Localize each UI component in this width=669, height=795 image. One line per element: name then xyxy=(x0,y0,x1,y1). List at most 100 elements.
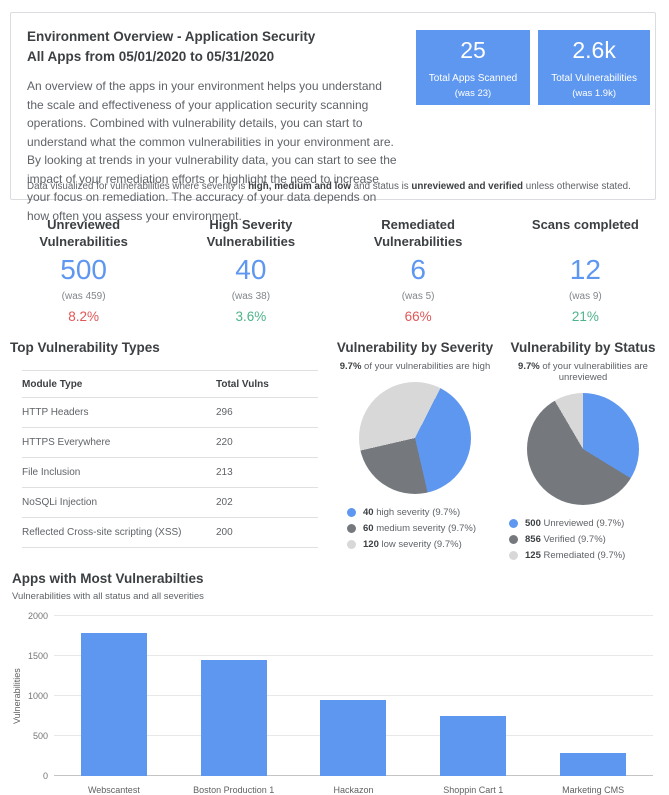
table-row: HTTP Headers 296 xyxy=(22,397,318,428)
legend-dot xyxy=(347,508,356,517)
y-tick-label: 1500 xyxy=(27,650,48,661)
stat-previous-value: (was 5) xyxy=(401,291,435,302)
severity-pie-chart xyxy=(359,382,471,494)
page-title-line2: All Apps from 05/01/2020 to 05/31/2020 xyxy=(27,49,275,64)
legend-item: 40 high severity (9.7%) xyxy=(347,507,495,518)
overview-description: An overview of the apps in your environm… xyxy=(27,79,397,223)
note-suffix: unless otherwise stated. xyxy=(523,181,631,192)
pie-chart-subtitle: 9.7% of your vulnerabilities are unrevie… xyxy=(518,361,648,383)
stat-column: Scans completed 12 (was 9) 21% xyxy=(502,216,669,324)
stat-value: 500 xyxy=(60,254,107,285)
pie-legend: 40 high severity (9.7%) 60 medium severit… xyxy=(335,507,495,550)
stats-row: Unreviewed Vulnerabilities 500 (was 459) 8.… xyxy=(0,216,669,324)
apps-most-vulnerabilities-section: Apps with Most Vulnerabilties Vulnerabil… xyxy=(0,571,669,795)
table-row: Reflected Cross-site scripting (XSS) 200 xyxy=(22,517,318,548)
bar-hackazon xyxy=(320,700,387,776)
bar-chart: Vulnerabilities 0 500 1000 1500 2000 Webscant… xyxy=(12,611,669,795)
table-section-heading: Top Vulnerability Types xyxy=(10,340,160,355)
stat-value: 6 xyxy=(410,254,426,285)
bar-marketing-cms xyxy=(560,752,627,776)
note-severity-bold: high, medium and low xyxy=(248,181,351,192)
table-row: File Inclusion 213 xyxy=(22,457,318,488)
status-pie-chart xyxy=(527,393,639,505)
middle-row: Top Vulnerability Types Module Type Total… xyxy=(0,340,669,561)
summary-card-value: 25 xyxy=(460,37,486,63)
module-type-cell: HTTP Headers xyxy=(22,397,216,428)
legend-item: 856 Verified (9.7%) xyxy=(509,534,669,545)
y-tick-label: 500 xyxy=(32,730,48,741)
bar-slot: Hackazon xyxy=(294,616,414,795)
stat-column: Remediated Vulnerabilities 6 (was 5) 66% xyxy=(335,216,502,324)
stat-previous-value: (was 38) xyxy=(231,291,271,302)
summary-card-sub: (was 1.9k) xyxy=(572,88,617,99)
stat-title: Scans completed xyxy=(531,217,639,232)
summary-card-sub: (was 23) xyxy=(454,88,492,99)
vulnerability-by-severity-section: Vulnerability by Severity 9.7% of your vu… xyxy=(335,340,495,561)
table-row: NoSQLi Injection 202 xyxy=(22,487,318,518)
pie-chart-subtitle: 9.7% of your vulnerabilities are high xyxy=(339,361,491,372)
x-axis-label: Marketing CMS xyxy=(562,785,625,795)
data-visualization-note: Data visualized for vulnerabilities wher… xyxy=(27,181,631,192)
stat-percent-change: 66% xyxy=(404,309,432,324)
stat-previous-value: (was 459) xyxy=(61,291,106,302)
bar-chart-subtitle: Vulnerabilities with all status and all … xyxy=(12,591,204,602)
pie-subtitle-percent: 9.7% xyxy=(339,361,362,372)
gridline: 2000 xyxy=(28,611,653,621)
legend-label: 500 Unreviewed (9.7%) xyxy=(525,518,625,529)
stat-percent-change: 21% xyxy=(571,309,599,324)
stat-column: Unreviewed Vulnerabilities 500 (was 459) 8.… xyxy=(0,216,167,324)
stat-title: High Severity Vulnerabilities xyxy=(206,217,296,249)
summary-card-label: Total Apps Scanned xyxy=(428,73,518,84)
pie-chart-title: Vulnerability by Severity xyxy=(336,340,494,355)
stat-title: Remediated Vulnerabilities xyxy=(373,217,463,249)
bar-slot: Boston Production 1 xyxy=(174,616,294,795)
total-vulns-cell: 213 xyxy=(216,457,318,488)
module-type-cell: HTTPS Everywhere xyxy=(22,427,216,458)
top-vulnerability-types-section: Top Vulnerability Types Module Type Total… xyxy=(0,340,330,561)
module-type-cell: Reflected Cross-site scripting (XSS) xyxy=(22,517,216,548)
bar-slot: Marketing CMS xyxy=(533,616,653,795)
legend-dot xyxy=(347,540,356,549)
legend-label: 125 Remediated (9.7%) xyxy=(525,550,626,561)
bars-container: Webscantest Boston Production 1 Hackazon Sh… xyxy=(54,616,653,795)
bar-chart-title: Apps with Most Vulnerabilties xyxy=(12,571,204,586)
legend-item: 60 medium severity (9.7%) xyxy=(347,523,495,534)
legend-dot xyxy=(509,551,518,560)
legend-dot xyxy=(509,535,518,544)
column-header-total-vulns: Total Vulns xyxy=(216,370,318,398)
legend-label: 60 medium severity (9.7%) xyxy=(363,523,476,534)
legend-label: 120 low severity (9.7%) xyxy=(363,539,462,550)
y-tick-label: 0 xyxy=(42,770,48,781)
bar-webscantest xyxy=(80,632,147,776)
legend-dot xyxy=(347,524,356,533)
y-tick-label: 2000 xyxy=(27,610,48,621)
note-mid: and status is xyxy=(350,181,412,192)
stat-column: High Severity Vulnerabilities 40 (was 38) 3… xyxy=(167,216,334,324)
pie-chart-title: Vulnerability by Status xyxy=(510,340,656,355)
legend-dot xyxy=(509,519,518,528)
legend-label: 856 Verified (9.7%) xyxy=(525,534,606,545)
bar-shoppin-cart-1 xyxy=(440,716,507,776)
bar-boston-production-1 xyxy=(200,660,267,776)
total-vulns-cell: 220 xyxy=(216,427,318,458)
total-vulns-cell: 202 xyxy=(216,487,318,518)
summary-card-label: Total Vulnerabilities xyxy=(551,73,637,84)
column-header-module-type: Module Type xyxy=(22,370,216,398)
bar-slot: Shoppin Cart 1 xyxy=(413,616,533,795)
summary-card: 2.6k Total Vulnerabilities (was 1.9k) xyxy=(538,30,650,105)
module-type-cell: File Inclusion xyxy=(22,457,216,488)
gridline: 1000 xyxy=(28,691,653,701)
table-header-row: Module Type Total Vulns xyxy=(22,370,318,398)
total-vulns-cell: 200 xyxy=(216,517,318,548)
page-title-line1: Environment Overview - Application Secur… xyxy=(27,29,316,44)
legend-item: 125 Remediated (9.7%) xyxy=(509,550,669,561)
vulnerability-by-status-section: Vulnerability by Status 9.7% of your vuln… xyxy=(497,340,669,561)
stat-value: 40 xyxy=(235,254,267,285)
stat-value: 12 xyxy=(569,254,601,285)
pie-legend: 500 Unreviewed (9.7%) 856 Verified (9.7%)… xyxy=(497,518,669,561)
stat-percent-change: 8.2% xyxy=(68,309,100,324)
legend-label: 40 high severity (9.7%) xyxy=(363,507,461,518)
gridline: 1500 xyxy=(28,651,653,661)
note-status-bold: unreviewed and verified xyxy=(411,181,524,192)
y-tick-label: 1000 xyxy=(27,690,48,701)
